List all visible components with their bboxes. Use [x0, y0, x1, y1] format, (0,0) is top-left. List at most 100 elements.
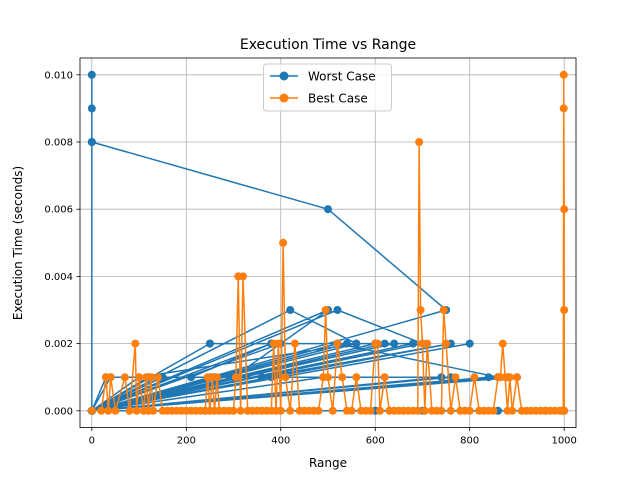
data-point	[375, 406, 384, 415]
data-point	[465, 406, 474, 415]
data-point	[321, 306, 330, 314]
data-point	[106, 373, 115, 382]
data-point	[484, 373, 493, 382]
legend-marker-worst	[279, 71, 289, 81]
data-point	[420, 406, 429, 415]
data-point	[324, 373, 332, 382]
data-point	[149, 406, 158, 415]
legend: Worst Case Best Case	[263, 63, 392, 112]
data-point	[87, 70, 96, 79]
data-point	[437, 406, 446, 415]
data-point	[390, 339, 399, 348]
data-point	[465, 339, 474, 348]
data-point	[274, 339, 283, 348]
data-point	[560, 205, 569, 214]
data-point	[338, 373, 347, 382]
y-tick-label: 0.002	[44, 339, 73, 350]
y-tick-label: 0.010	[44, 70, 73, 81]
data-point	[120, 373, 129, 382]
data-point	[131, 339, 140, 348]
data-point	[352, 373, 361, 382]
data-point	[489, 406, 498, 415]
data-point	[132, 406, 141, 415]
data-point	[508, 406, 517, 415]
chart-title: Execution Time vs Range	[240, 37, 416, 53]
data-point	[366, 406, 375, 415]
data-point	[276, 406, 285, 415]
data-point	[205, 339, 214, 348]
data-point	[229, 406, 238, 415]
data-point	[314, 406, 323, 415]
data-point	[324, 205, 332, 214]
data-point	[111, 406, 120, 415]
data-point	[559, 104, 568, 113]
data-point	[498, 339, 507, 348]
x-tick-label: 400	[271, 436, 290, 447]
data-point	[281, 373, 290, 382]
x-tick-label: 200	[177, 436, 196, 447]
legend-label-best: Best Case	[308, 92, 368, 106]
x-tick-label: 800	[460, 436, 479, 447]
x-axis-label: Range	[309, 456, 347, 470]
data-point	[87, 104, 96, 113]
data-point	[153, 373, 162, 382]
data-point	[505, 373, 514, 382]
series-1	[87, 70, 569, 415]
y-tick-label: 0.008	[44, 138, 73, 149]
data-point	[352, 339, 361, 348]
data-point	[87, 138, 96, 146]
y-axis-label: Execution Time (seconds)	[11, 166, 25, 320]
data-point	[423, 339, 432, 348]
data-point	[257, 373, 266, 382]
legend-marker-best	[279, 93, 289, 103]
data-point	[238, 272, 247, 281]
data-point	[286, 306, 295, 314]
data-point	[342, 339, 351, 348]
series-layer	[87, 70, 569, 415]
data-point	[559, 70, 568, 79]
data-point	[146, 373, 155, 382]
data-point	[187, 373, 196, 382]
data-point	[380, 373, 389, 382]
data-point	[512, 373, 521, 382]
data-point	[409, 339, 418, 348]
data-point	[446, 406, 455, 415]
y-tick-label: 0.004	[44, 272, 73, 283]
data-point	[279, 238, 288, 247]
data-point	[416, 306, 425, 314]
x-tick-label: 600	[366, 436, 385, 447]
data-point	[415, 138, 424, 146]
legend-label-worst: Worst Case	[308, 70, 376, 84]
data-point	[439, 306, 448, 314]
data-point	[125, 406, 134, 415]
data-point	[97, 406, 106, 415]
data-point	[470, 373, 479, 382]
x-tick-label: 0	[89, 436, 95, 447]
y-tick-label: 0.006	[44, 205, 73, 216]
ticks: 0 200 400 600 800 1000 0.000 0.002 0.004 0.006 0.0…	[44, 70, 577, 446]
data-point	[437, 373, 446, 382]
x-tick-label: 1000	[551, 436, 576, 447]
data-point	[328, 406, 337, 415]
data-point	[347, 406, 356, 415]
data-point	[333, 306, 342, 314]
data-point	[236, 406, 245, 415]
data-point	[290, 339, 299, 348]
data-point	[451, 373, 460, 382]
data-point	[104, 406, 113, 415]
data-point	[442, 339, 451, 348]
data-point	[87, 406, 96, 415]
data-point	[560, 306, 569, 314]
data-point	[373, 339, 382, 348]
data-point	[413, 406, 422, 415]
data-point	[231, 373, 240, 382]
data-point	[286, 406, 295, 415]
plot-frame	[79, 57, 577, 429]
data-point	[135, 373, 144, 382]
data-point	[212, 373, 221, 382]
data-point	[380, 339, 389, 348]
data-point	[560, 406, 569, 415]
y-tick-label: 0.000	[44, 406, 73, 417]
